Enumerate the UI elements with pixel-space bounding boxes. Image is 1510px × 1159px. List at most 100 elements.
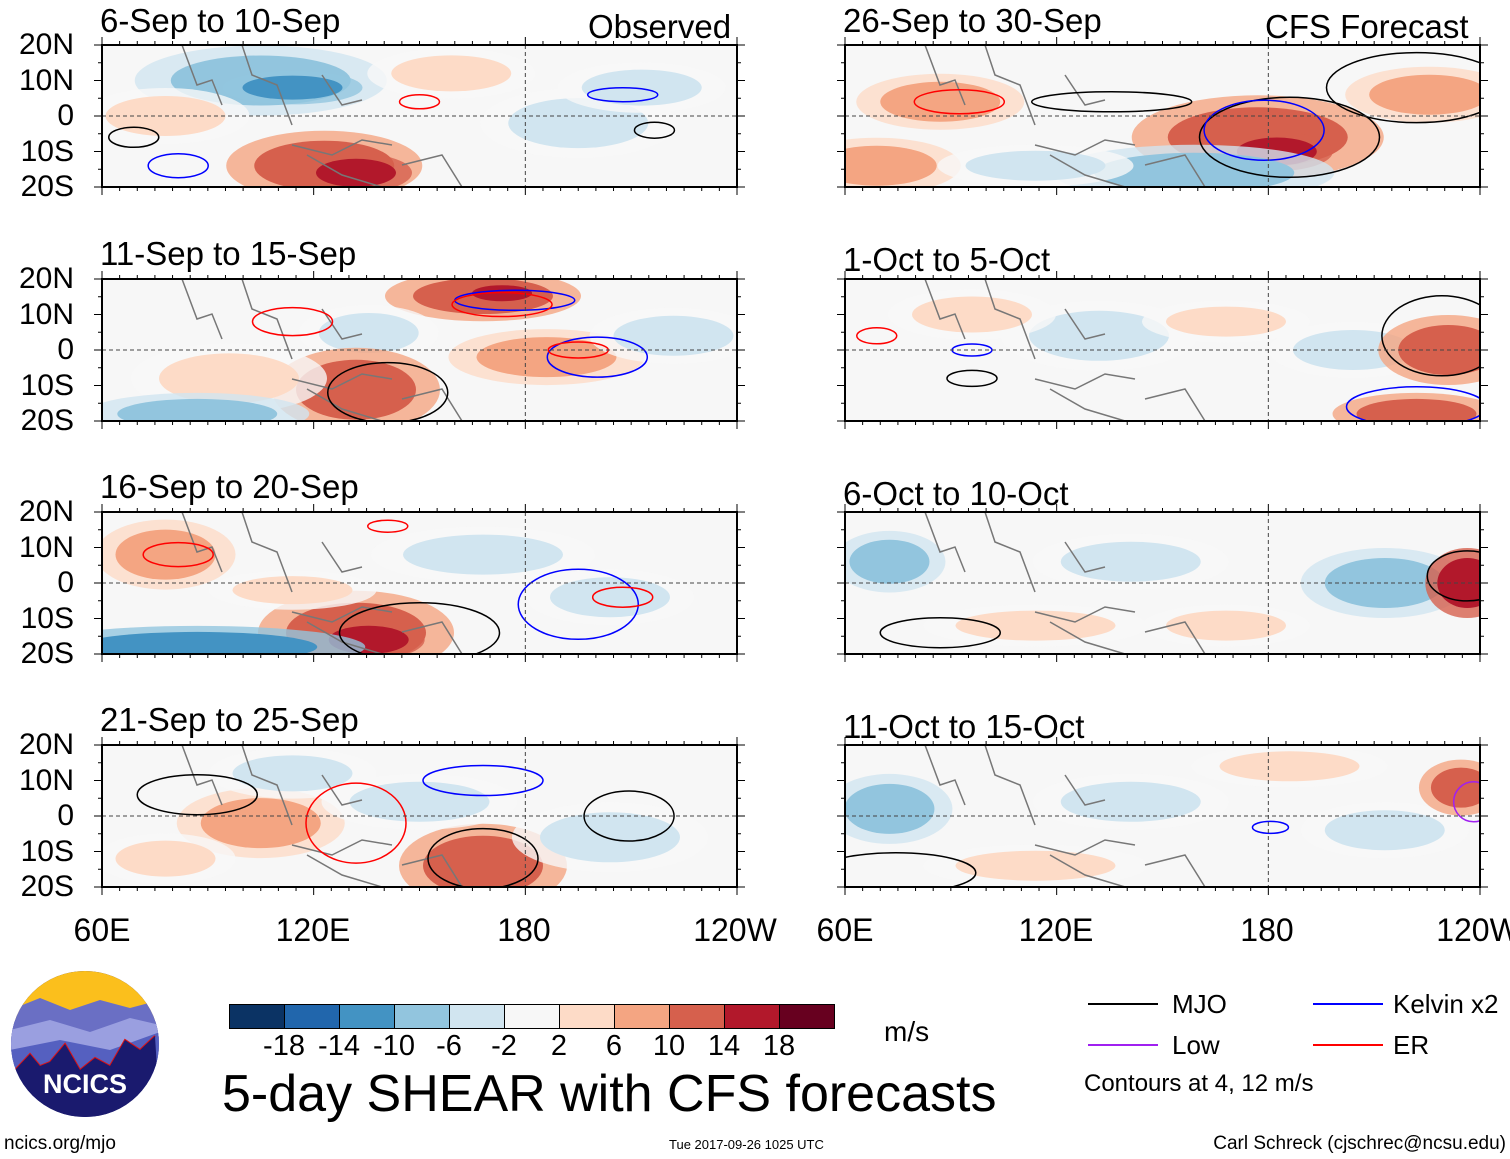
coastline	[924, 745, 1206, 887]
panel-label: CFS Forecast	[1265, 8, 1469, 45]
wave-contour	[251, 306, 334, 337]
y-tick-label: 20S	[20, 170, 74, 203]
shear-map	[837, 737, 1488, 895]
coastline	[924, 45, 1206, 187]
wave-contour	[633, 121, 676, 139]
coastline	[181, 45, 463, 187]
wave-contour	[1452, 781, 1480, 823]
wave-contour	[136, 773, 258, 816]
x-tick-label: 60E	[816, 912, 874, 948]
wave-contour	[1345, 386, 1480, 421]
panel-title: 16-Sep to 20-Sep	[100, 468, 359, 505]
colorbar-swatch	[670, 1005, 725, 1028]
colorbar-label: 10	[652, 1030, 686, 1062]
x-tick-label: 120E	[1018, 912, 1094, 948]
y-tick-label: 0	[57, 566, 74, 599]
shear-anomaly-shading	[159, 353, 299, 404]
y-tick-label: 10N	[18, 763, 74, 797]
colorbar-swatch	[450, 1005, 505, 1028]
shear-anomaly-shading	[955, 850, 1116, 881]
colorbar-swatch	[395, 1005, 450, 1028]
shear-map	[837, 37, 1488, 195]
y-tick-label: 10N	[18, 297, 74, 331]
wave-contour	[546, 336, 649, 378]
shear-anomaly-shading	[115, 840, 216, 877]
wave-contour	[1325, 51, 1480, 124]
colorbar-label: 6	[605, 1030, 623, 1062]
colorbar-label: -18	[263, 1030, 305, 1062]
x-tick-label: 180	[497, 912, 551, 948]
panel-title: 21-Sep to 25-Sep	[100, 701, 359, 738]
wave-contour	[327, 361, 449, 421]
wave-contour	[517, 568, 639, 641]
wave-contour	[1198, 96, 1381, 179]
shear-anomaly-shading	[316, 158, 396, 187]
shear-anomaly-shading	[232, 755, 353, 792]
colorbar-swatch	[560, 1005, 615, 1028]
legend-swatch-kelvin	[1313, 1003, 1383, 1005]
shear-anomaly-shading	[581, 69, 702, 106]
y-tick-label: 20N	[18, 262, 74, 295]
colorbar-label: -6	[436, 1030, 462, 1062]
panel-title: 6-Sep to 10-Sep	[100, 2, 341, 39]
legend-label-er: ER	[1393, 1030, 1430, 1060]
shear-map	[837, 271, 1488, 429]
wave-contour	[1381, 295, 1480, 377]
logo-text: NCICS	[43, 1069, 127, 1099]
panel-title: 1-Oct to 5-Oct	[843, 241, 1051, 278]
wave-contour	[913, 89, 1006, 115]
panel-title: 11-Sep to 15-Sep	[100, 235, 357, 272]
colorbar	[229, 1004, 835, 1029]
legend-swatch-er	[1313, 1044, 1383, 1046]
footer-url[interactable]: ncics.org/mjo	[4, 1133, 116, 1154]
shear-anomaly-shading	[540, 812, 680, 863]
coastline	[924, 512, 1206, 654]
panel-title: 26-Sep to 30-Sep	[843, 2, 1102, 39]
shear-anomaly-shading	[845, 145, 937, 186]
wave-contour	[422, 764, 544, 797]
shear-anomaly-shading	[476, 337, 617, 378]
legend-label-low: Low	[1172, 1030, 1220, 1060]
ncics-logo: NCICS	[11, 971, 159, 1117]
y-tick-label: 0	[57, 799, 74, 832]
colorbar-label: -2	[491, 1030, 517, 1062]
footer-timestamp: Tue 2017-09-26 1025 UTC	[669, 1137, 824, 1152]
shear-anomaly-shading	[403, 534, 563, 575]
wave-contour	[586, 86, 659, 103]
colorbar-label: 18	[762, 1030, 796, 1062]
shear-map	[94, 504, 745, 662]
x-tick-label: 120E	[275, 912, 351, 948]
shear-map	[94, 37, 745, 195]
footer-author: Carl Schreck (cjschrec@ncsu.edu)	[1213, 1133, 1506, 1154]
colorbar-label: -14	[318, 1030, 360, 1062]
shear-anomaly-shading	[1060, 781, 1201, 822]
x-tick-label: 180	[1240, 912, 1294, 948]
x-tick-label: 60E	[73, 912, 131, 948]
shear-anomaly-shading	[200, 798, 321, 849]
shear-anomaly-shading	[1324, 810, 1445, 851]
panel-title: 11-Oct to 15-Oct	[843, 708, 1085, 745]
shear-anomaly-shading	[349, 781, 490, 822]
wave-contour	[427, 827, 539, 887]
wave-contour	[583, 790, 675, 842]
y-tick-label: 10S	[20, 134, 74, 168]
shear-anomaly-shading	[391, 55, 512, 92]
wave-contour	[946, 369, 998, 388]
shear-anomaly-shading	[912, 296, 1032, 333]
shear-anomaly-shading	[232, 576, 353, 605]
shear-anomaly-shading	[102, 631, 318, 654]
wave-contour	[845, 852, 977, 887]
shear-anomaly-shading	[318, 312, 419, 353]
shear-map	[94, 271, 745, 429]
coastline	[181, 279, 463, 421]
shear-anomaly-shading	[1369, 74, 1480, 115]
figure-title: 5-day SHEAR with CFS forecasts	[222, 1065, 997, 1123]
shear-anomaly-shading	[965, 150, 1106, 181]
wave-contour	[1251, 820, 1290, 835]
colorbar-swatch	[230, 1005, 285, 1028]
colorbar-swatch	[285, 1005, 340, 1028]
x-tick-label: 120W	[693, 912, 777, 948]
colorbar-swatch	[780, 1005, 834, 1028]
colorbar-swatch	[615, 1005, 670, 1028]
shear-anomaly-shading	[613, 315, 734, 356]
